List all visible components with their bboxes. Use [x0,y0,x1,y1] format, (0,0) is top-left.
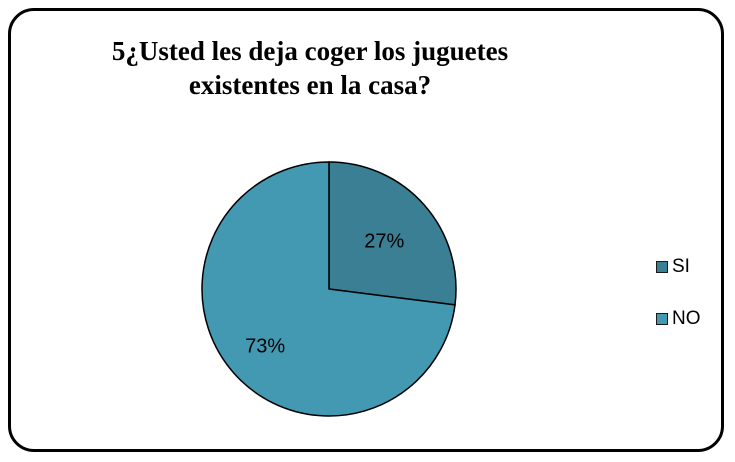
pie-slice-no [201,161,456,417]
legend-label-no: NO [672,307,701,329]
chart-title-line-2: existentes en la casa? [188,70,432,100]
data-label-no: 73% [245,335,285,357]
chart-title: 5¿Usted les deja coger los juguetes exis… [110,34,510,102]
chart-title-line-1: 5¿Usted les deja coger los juguetes [111,36,509,66]
legend: SI NO [656,254,701,358]
legend-swatch-si [656,260,668,273]
legend-item-no: NO [656,306,701,331]
pie-slice-si [328,161,457,306]
legend-swatch-no [656,312,668,325]
data-label-si: 27% [364,230,404,252]
legend-item-si: SI [656,254,701,279]
legend-label-si: SI [672,255,690,277]
